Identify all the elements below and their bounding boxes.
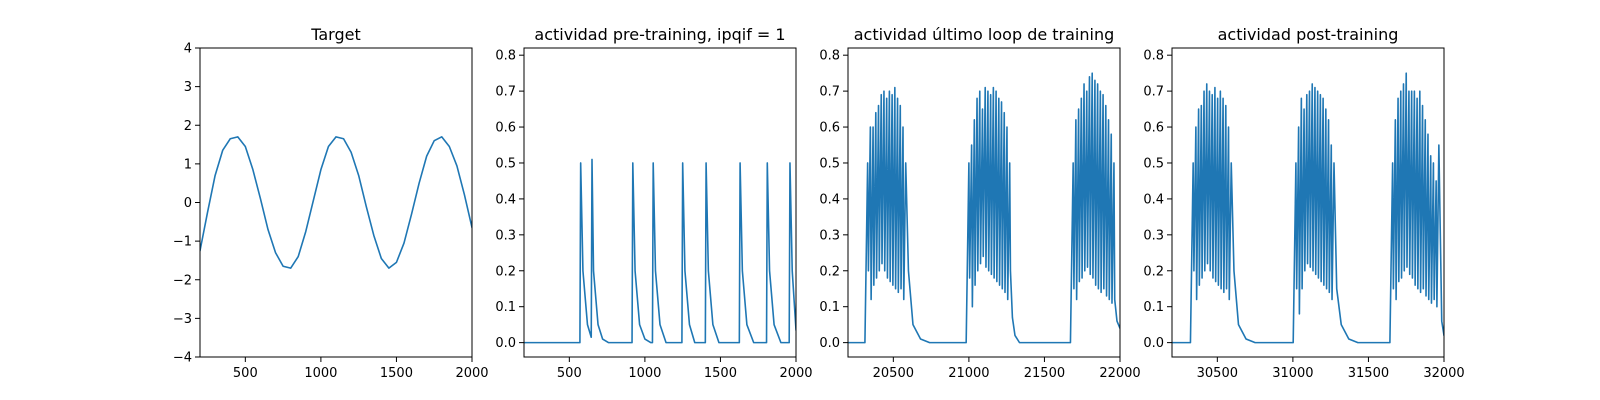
y-tick-label: −2 [173,273,192,288]
y-tick-label: 0.2 [819,264,840,279]
y-tick-label: 0.5 [1143,156,1164,171]
x-tick-label: 2000 [455,366,488,381]
y-tick-label: 0.3 [495,228,516,243]
y-tick-label: 0.4 [495,192,516,207]
post-training-activity-chart: actividad post-training 30500 31000 31500 3… [1143,25,1464,381]
y-tick-label: −1 [173,235,192,250]
y-tick-label: 0.2 [1143,264,1164,279]
axes-frame [523,47,797,358]
chart-title: actividad post-training [1218,25,1399,44]
series-line-target [200,136,472,269]
y-tick-label: 0.1 [495,300,516,315]
y-tick-label: 1 [184,157,192,172]
y-tick-label: 0.8 [495,49,516,64]
series-line-actividad [848,72,1120,344]
y-tick-label: 0.5 [495,156,516,171]
y-tick-label: 4 [184,42,192,57]
target-chart: Target 500 1000 1500 2000 −4 −3 −2 −1 0 1 2 3 4 [173,25,489,381]
y-tick-label: 0.4 [819,192,840,207]
last-training-loop-activity-chart: actividad último loop de training 20500 2… [819,25,1140,381]
y-tick-label: 0.8 [1143,49,1164,64]
y-tick-label: −3 [173,312,192,327]
x-tick-label: 20500 [873,366,914,381]
chart-title: actividad último loop de training [854,25,1115,44]
y-tick-label: 0.8 [819,49,840,64]
axes-frame [847,47,1121,358]
x-tick-label: 500 [557,366,582,381]
plot-area: 500 1000 1500 2000 0.0 0.1 0.2 0.3 0.4 0.5 0.6 0.7 0… [495,47,813,381]
y-tick-label: 0 [184,196,192,211]
plot-area: 500 1000 1500 2000 −4 −3 −2 −1 0 1 2 3 4 [173,42,489,382]
x-tick-label: 1500 [704,366,737,381]
chart-title: Target [310,25,361,44]
pre-training-activity-chart: actividad pre-training, ipqif = 1 500 100… [495,25,812,381]
x-tick-label: 2000 [779,366,812,381]
y-tick-label: 3 [184,80,192,95]
x-tick-label: 30500 [1197,366,1238,381]
x-tick-label: 22000 [1099,366,1140,381]
y-tick-label: 0.2 [495,264,516,279]
y-tick-label: 0.1 [1143,300,1164,315]
y-tick-label: 0.6 [819,121,840,136]
x-tick-label: 31000 [1272,366,1313,381]
y-tick-label: 0.7 [495,85,516,100]
x-tick-label: 1000 [628,366,661,381]
y-tick-label: 0.6 [1143,121,1164,136]
y-tick-label: 0.0 [819,336,840,351]
x-tick-label: 500 [233,366,258,381]
x-tick-label: 32000 [1423,366,1464,381]
x-tick-label: 31500 [1348,366,1389,381]
y-tick-label: 0.4 [1143,192,1164,207]
series-line-actividad [1172,72,1444,344]
plot-area: 20500 21000 21500 22000 0.0 0.1 0.2 0.3 0.4 0.5 0.… [819,47,1141,381]
y-tick-label: −4 [173,351,192,366]
y-tick-label: 0.3 [819,228,840,243]
series-line-actividad [524,158,796,344]
y-tick-label: 0.0 [495,336,516,351]
y-tick-label: 0.3 [1143,228,1164,243]
plot-area: 30500 31000 31500 32000 0.0 0.1 0.2 0.3 0.4 0.5 0.… [1143,47,1465,381]
x-tick-label: 21500 [1024,366,1065,381]
y-tick-label: 0.6 [495,121,516,136]
x-tick-label: 1000 [304,366,337,381]
x-tick-label: 1500 [380,366,413,381]
y-tick-label: 0.7 [1143,85,1164,100]
y-tick-label: 2 [184,119,192,134]
chart-title: actividad pre-training, ipqif = 1 [534,25,785,44]
x-tick-label: 21000 [948,366,989,381]
y-tick-label: 0.1 [819,300,840,315]
y-tick-label: 0.0 [1143,336,1164,351]
y-tick-label: 0.7 [819,85,840,100]
axes-frame [1171,47,1445,358]
y-tick-label: 0.5 [819,156,840,171]
